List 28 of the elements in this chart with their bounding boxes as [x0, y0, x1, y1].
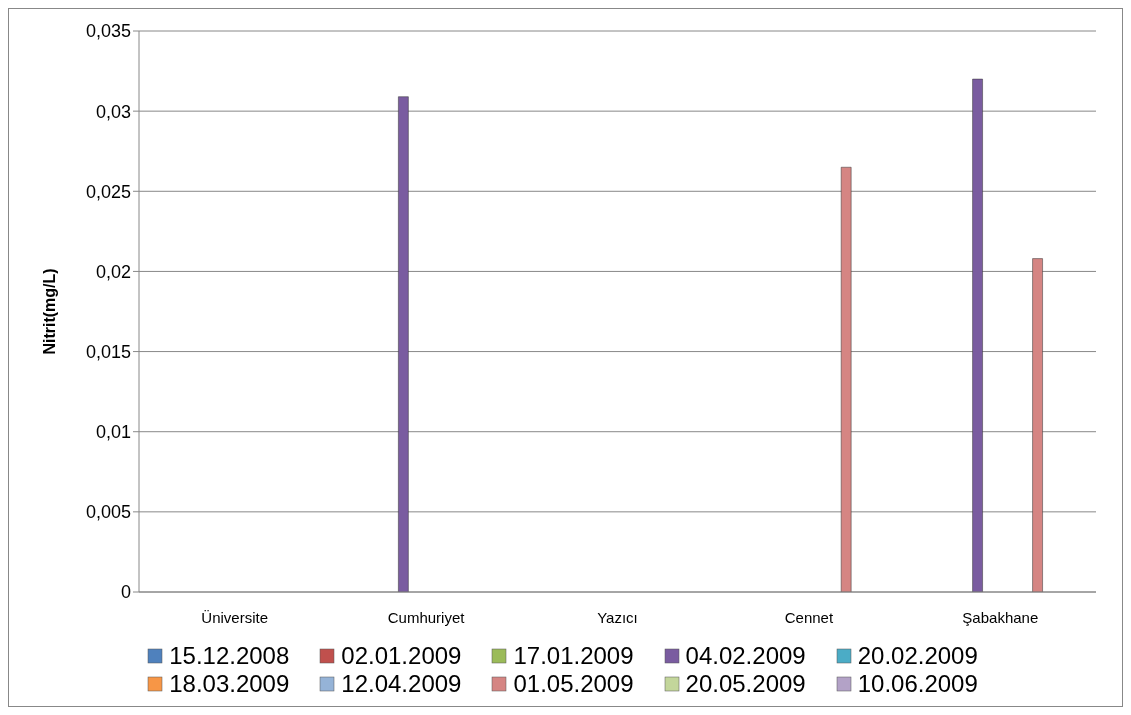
legend-label: 20.02.2009	[857, 642, 978, 670]
y-axis-title: Nitrit(mg/L)	[40, 268, 58, 355]
bar	[1032, 258, 1043, 592]
y-tick-label: 0,03	[95, 101, 131, 122]
y-tick-label: 0,02	[95, 261, 131, 282]
x-tick-label: Üniversite	[201, 608, 269, 626]
y-tick-label: 0	[120, 582, 131, 603]
x-tick-label: Şabakhane	[962, 608, 1039, 626]
legend-label: 20.05.2009	[685, 670, 806, 698]
legend-label: 12.04.2009	[341, 670, 462, 698]
legend-label: 17.01.2009	[513, 642, 634, 670]
bar	[398, 96, 409, 592]
legend-label: 02.01.2009	[341, 642, 462, 670]
legend-label: 15.12.2008	[169, 642, 290, 670]
bar	[840, 166, 852, 592]
bar	[972, 78, 983, 592]
x-tick-label: Cennet	[784, 608, 834, 626]
legend-label: 18.03.2009	[169, 670, 290, 698]
y-tick-label: 0,01	[95, 422, 131, 443]
y-tick-label: 0,005	[85, 502, 131, 523]
y-tick-label: 0,015	[85, 341, 131, 362]
legend-label: 10.06.2009	[857, 670, 978, 698]
x-tick-label: Yazıcı	[597, 608, 638, 626]
y-tick-label: 0,025	[85, 181, 131, 202]
legend-label: 01.05.2009	[513, 670, 634, 698]
legend-label: 04.02.2009	[685, 642, 806, 670]
y-tick-label: 0,035	[85, 21, 131, 42]
x-tick-label: Cumhuriyet	[387, 608, 466, 626]
